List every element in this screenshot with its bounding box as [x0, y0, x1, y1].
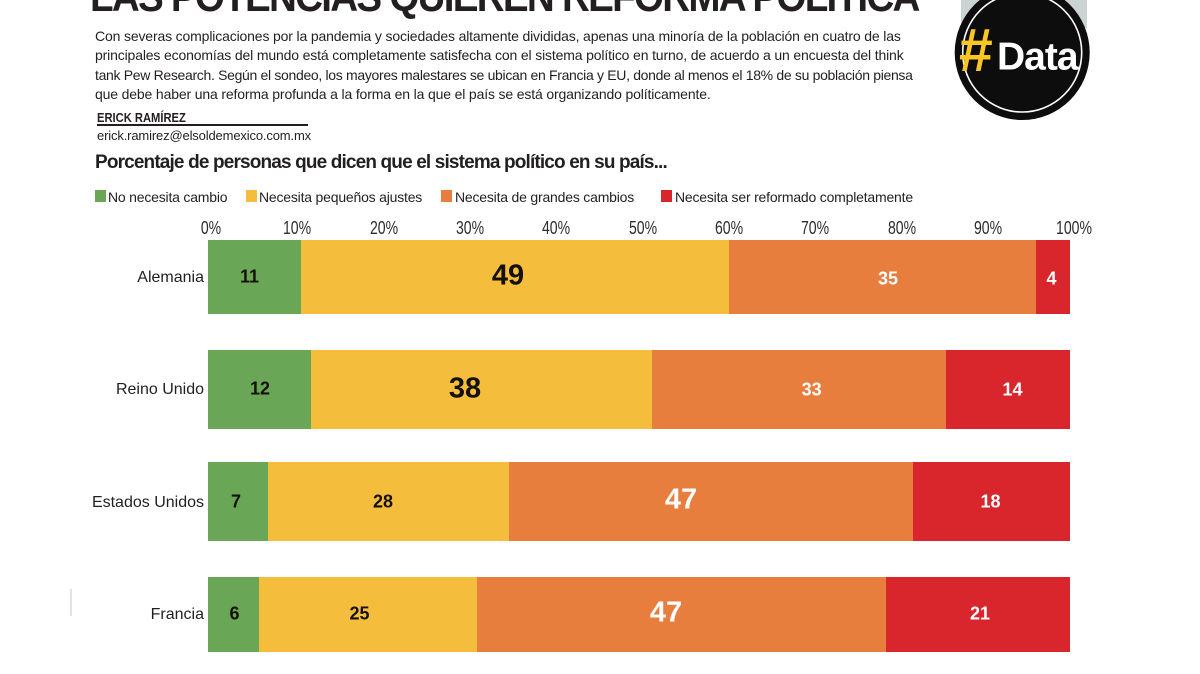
svg-text:#: # [958, 16, 992, 84]
svg-text:Data: Data [997, 36, 1079, 79]
